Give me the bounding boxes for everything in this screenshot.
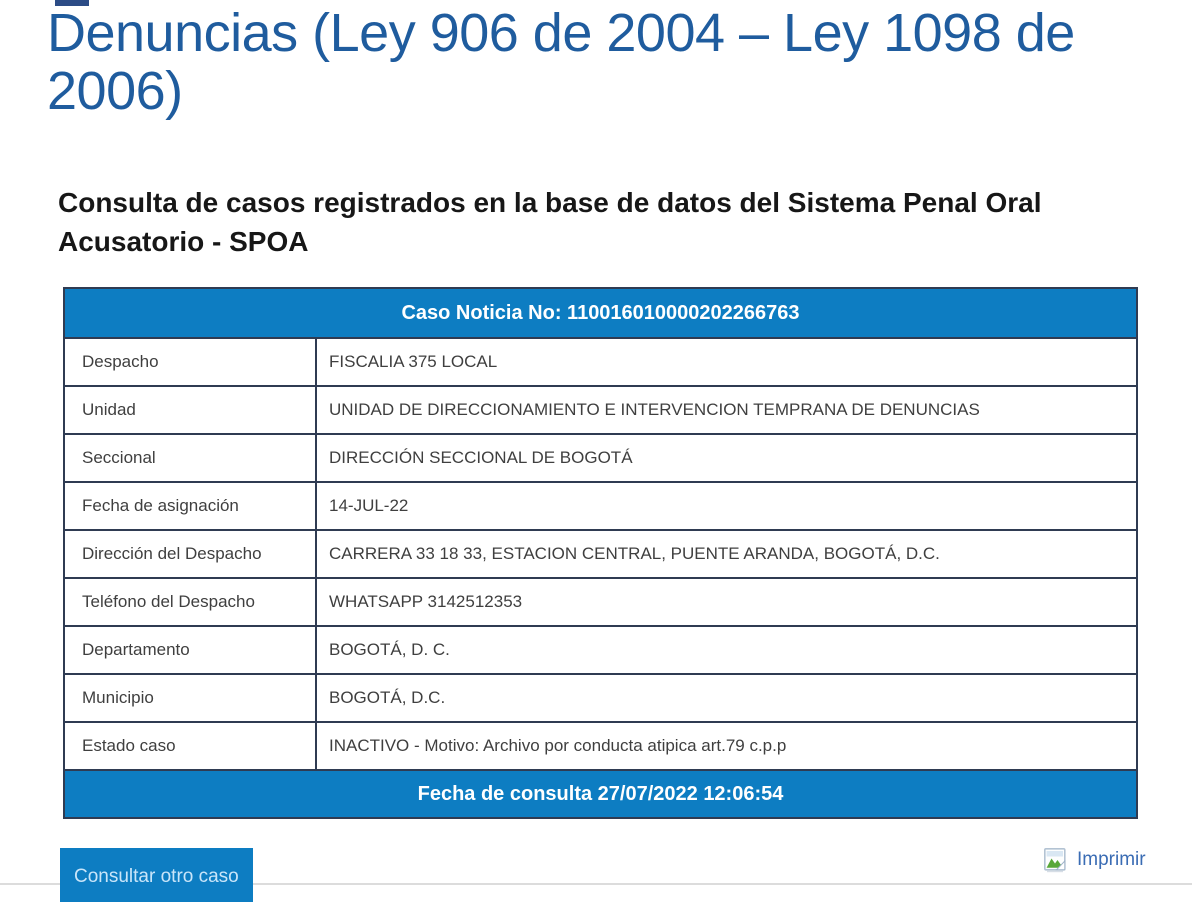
row-value: BOGOTÁ, D. C. [315,625,1138,675]
consultation-date-footer: Fecha de consulta 27/07/2022 12:06:54 [63,769,1138,819]
row-value: WHATSAPP 3142512353 [315,577,1138,627]
consult-another-case-button[interactable]: Consultar otro caso [60,848,253,902]
row-label: Teléfono del Despacho [63,577,317,627]
row-label: Estado caso [63,721,317,771]
table-row: Unidad UNIDAD DE DIRECCIONAMIENTO E INTE… [63,385,1138,435]
row-label: Seccional [63,433,317,483]
table-row: Seccional DIRECCIÓN SECCIONAL DE BOGOTÁ [63,433,1138,483]
row-value: 14-JUL-22 [315,481,1138,531]
table-row: Dirección del Despacho CARRERA 33 18 33,… [63,529,1138,579]
case-number-header: Caso Noticia No: 110016010000202266763 [63,287,1138,339]
row-value: UNIDAD DE DIRECCIONAMIENTO E INTERVENCIO… [315,385,1138,435]
row-label: Fecha de asignación [63,481,317,531]
case-number-header-row: Caso Noticia No: 110016010000202266763 [63,287,1138,339]
case-table: Caso Noticia No: 110016010000202266763 D… [63,287,1138,819]
print-link-label: Imprimir [1077,849,1146,870]
row-value: FISCALIA 375 LOCAL [315,337,1138,387]
print-link[interactable]: Imprimir [1043,846,1146,874]
row-value: DIRECCIÓN SECCIONAL DE BOGOTÁ [315,433,1138,483]
table-row: Teléfono del Despacho WHATSAPP 314251235… [63,577,1138,627]
section-heading: Consulta de casos registrados en la base… [58,187,1042,257]
row-label: Dirección del Despacho [63,529,317,579]
row-value: INACTIVO - Motivo: Archivo por conducta … [315,721,1138,771]
row-value: CARRERA 33 18 33, ESTACION CENTRAL, PUEN… [315,529,1138,579]
row-label: Departamento [63,625,317,675]
page-title: Denuncias (Ley 906 de 2004 – Ley 1098 de… [47,3,1075,122]
row-value: BOGOTÁ, D.C. [315,673,1138,723]
row-label: Municipio [63,673,317,723]
row-label: Unidad [63,385,317,435]
row-label: Despacho [63,337,317,387]
table-row: Municipio BOGOTÁ, D.C. [63,673,1138,723]
consultation-date-footer-row: Fecha de consulta 27/07/2022 12:06:54 [63,769,1138,819]
table-row: Departamento BOGOTÁ, D. C. [63,625,1138,675]
table-row: Despacho FISCALIA 375 LOCAL [63,337,1138,387]
table-row: Estado caso INACTIVO - Motivo: Archivo p… [63,721,1138,771]
table-row: Fecha de asignación 14-JUL-22 [63,481,1138,531]
broken-image-icon [1043,846,1069,874]
bottom-divider [0,883,1192,885]
clipped-header-fragment [55,0,89,6]
